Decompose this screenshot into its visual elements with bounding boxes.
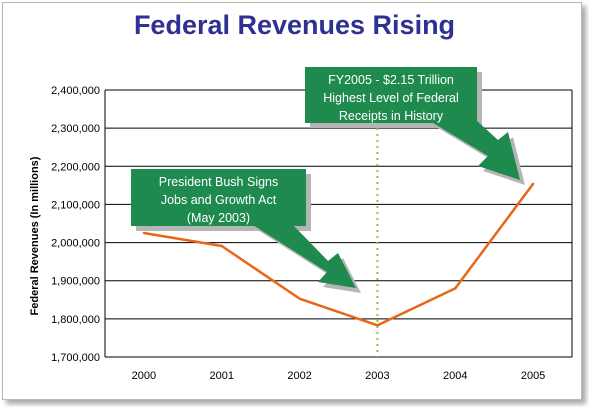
callout-text-line: FY2005 - $2.15 Trillion [328, 73, 454, 87]
callout-text-line: Highest Level of Federal [323, 91, 459, 105]
x-tick-label: 2001 [210, 370, 234, 382]
data-point [376, 324, 379, 327]
x-tick-label: 2003 [365, 370, 389, 382]
y-tick-label: 2,000,000 [51, 238, 100, 250]
y-tick-label: 2,200,000 [51, 161, 100, 173]
callout-arrow [248, 222, 356, 288]
y-tick-label: 1,700,000 [51, 352, 100, 364]
callout-text-line: Jobs and Growth Act [161, 193, 277, 207]
x-tick-label: 2002 [287, 370, 311, 382]
x-tick-label: 2000 [132, 370, 156, 382]
series-line [143, 183, 535, 327]
y-tick-label: 1,800,000 [51, 314, 100, 326]
y-axis-label: Federal Revenues (In millions) [29, 156, 41, 315]
callout-arrow [428, 120, 520, 180]
y-tick-label: 1,900,000 [51, 276, 100, 288]
data-point [298, 297, 301, 300]
data-point [142, 231, 146, 235]
callout-text-line: (May 2003) [187, 211, 250, 225]
y-tick-label: 2,400,000 [51, 85, 100, 97]
data-point [531, 182, 535, 186]
chart-title: Federal Revenues Rising [133, 10, 456, 40]
callout-text-line: President Bush Signs [159, 175, 279, 189]
data-point [220, 244, 223, 248]
x-tick-label: 2004 [443, 370, 467, 382]
callout-box [131, 169, 306, 226]
x-tick-label: 2005 [521, 370, 545, 382]
y-tick-label: 2,100,000 [51, 199, 100, 211]
callout-box [305, 67, 477, 123]
callout-fy2005: FY2005 - $2.15 Trillion Highest Level of … [305, 67, 525, 185]
callout-text-line: Receipts in History [339, 109, 444, 123]
y-tick-label: 2,300,000 [51, 123, 100, 135]
data-point [454, 287, 457, 290]
callout-jobs-act: President Bush Signs Jobs and Growth Act (… [131, 169, 361, 293]
